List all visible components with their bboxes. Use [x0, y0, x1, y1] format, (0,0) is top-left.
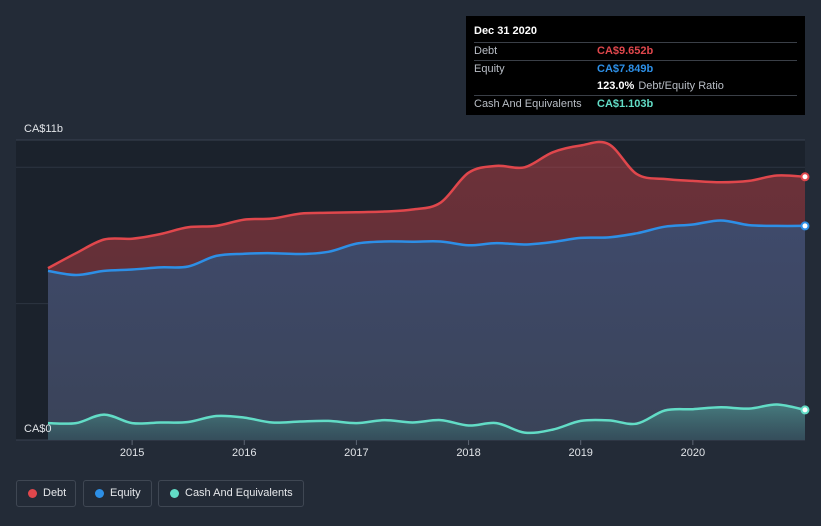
legend-item-cash[interactable]: Cash And Equivalents	[158, 480, 304, 507]
debt-dot-icon	[28, 489, 37, 498]
cash-dot-icon	[170, 489, 179, 498]
tooltip-label: Cash And Equivalents	[474, 98, 582, 110]
equity-area	[48, 220, 805, 440]
equity-dot-icon	[95, 489, 104, 498]
tooltip-label: Equity	[474, 63, 505, 75]
y-axis-bottom-label: CA$0	[24, 423, 52, 435]
x-tick-label: 2020	[681, 447, 705, 459]
x-tick-label: 2016	[232, 447, 256, 459]
x-tick-label: 2019	[568, 447, 592, 459]
cash-end-marker	[800, 405, 810, 415]
tooltip-row-equity: Equity CA$7.849b	[474, 60, 797, 78]
tooltip-row-debt: Debt CA$9.652b	[474, 42, 797, 60]
legend-label: Equity	[110, 487, 141, 499]
tooltip-value: 123.0%	[597, 80, 635, 92]
tooltip-row-ratio: 123.0% Debt/Equity Ratio	[474, 78, 797, 95]
end-markers	[800, 172, 810, 415]
debt-end-marker	[800, 172, 810, 182]
tooltip-ratio-label: Debt/Equity Ratio	[638, 80, 724, 92]
tooltip-value: CA$1.103b	[597, 98, 654, 110]
cash-line	[47, 403, 806, 435]
tooltip-value: CA$9.652b	[597, 45, 654, 57]
x-axis: 2015 2016 2017 2018 2019 2020	[120, 440, 705, 459]
y-axis-top-label: CA$11b	[24, 123, 63, 135]
tooltip-row-cash: Cash And Equivalents CA$1.103b	[474, 95, 797, 113]
x-tick-label: 2015	[120, 447, 144, 459]
x-tick-label: 2018	[456, 447, 480, 459]
equity-end-marker	[800, 221, 810, 231]
tooltip-value: CA$7.849b	[597, 63, 654, 75]
tooltip-label: Debt	[474, 45, 498, 57]
equity-line	[47, 219, 806, 277]
debt-line	[47, 140, 806, 270]
x-tick-label: 2017	[344, 447, 368, 459]
legend-item-debt[interactable]: Debt	[16, 480, 76, 507]
legend-label: Cash And Equivalents	[185, 487, 293, 499]
tooltip-date: Dec 31 2020	[474, 25, 537, 37]
legend-item-equity[interactable]: Equity	[83, 480, 152, 507]
tooltip: Dec 31 2020 Debt CA$9.652b Equity CA$7.8…	[466, 16, 805, 115]
legend-label: Debt	[43, 487, 67, 499]
